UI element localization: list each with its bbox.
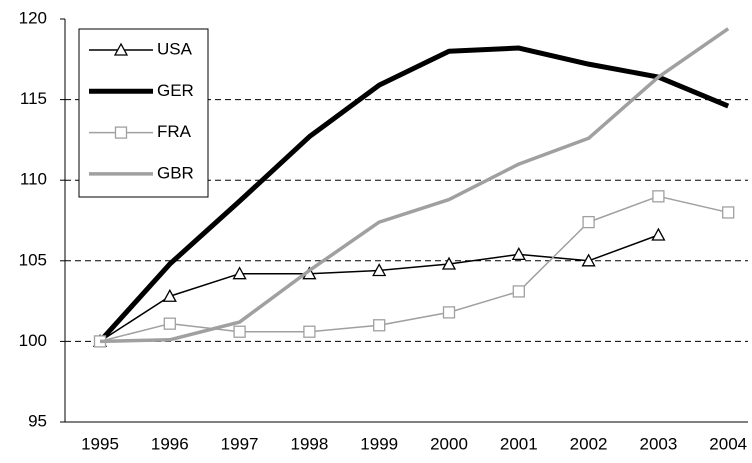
x-tick-label: 2003 bbox=[639, 434, 677, 453]
x-tick-label: 1995 bbox=[81, 434, 119, 453]
x-tick-label: 1999 bbox=[360, 434, 398, 453]
marker bbox=[582, 215, 595, 229]
marker bbox=[651, 227, 666, 241]
y-tick-label: 105 bbox=[19, 250, 47, 269]
series-line bbox=[99, 27, 730, 344]
marker bbox=[441, 256, 457, 270]
marker bbox=[511, 246, 526, 261]
x-tick-label: 1997 bbox=[221, 434, 259, 453]
marker bbox=[162, 288, 177, 302]
x-tick-label: 1998 bbox=[290, 434, 328, 453]
marker bbox=[113, 42, 129, 56]
marker bbox=[114, 126, 128, 139]
y-tick-label: 100 bbox=[19, 331, 47, 350]
legend-box bbox=[78, 28, 209, 198]
marker bbox=[233, 325, 246, 338]
series-line bbox=[99, 195, 729, 343]
legend-label: GER bbox=[157, 81, 194, 100]
marker bbox=[232, 266, 247, 280]
marker bbox=[512, 285, 525, 298]
marker bbox=[372, 263, 387, 277]
x-tick-label: 2004 bbox=[709, 434, 747, 453]
x-tick-label: 1996 bbox=[151, 434, 189, 453]
legend: USA GER FRA GBR bbox=[78, 28, 209, 198]
y-tick-label: 120 bbox=[19, 8, 47, 27]
legend-label: GBR bbox=[157, 163, 194, 182]
legend-label: FRA bbox=[157, 122, 192, 141]
marker bbox=[722, 206, 735, 219]
y-tick-label: 110 bbox=[20, 170, 47, 189]
x-tick-label: 2002 bbox=[570, 434, 608, 453]
marker bbox=[652, 190, 665, 203]
marker bbox=[303, 325, 316, 338]
legend-label: USA bbox=[157, 39, 193, 58]
x-tick-label: 2000 bbox=[430, 434, 468, 453]
y-tick-label: 95 bbox=[28, 411, 47, 430]
marker bbox=[373, 319, 386, 332]
x-tick-label: 2001 bbox=[500, 434, 538, 453]
marker bbox=[442, 306, 456, 319]
marker bbox=[581, 253, 596, 267]
y-tick-label: 115 bbox=[20, 89, 47, 108]
marker bbox=[163, 317, 176, 330]
series-line bbox=[98, 45, 730, 344]
